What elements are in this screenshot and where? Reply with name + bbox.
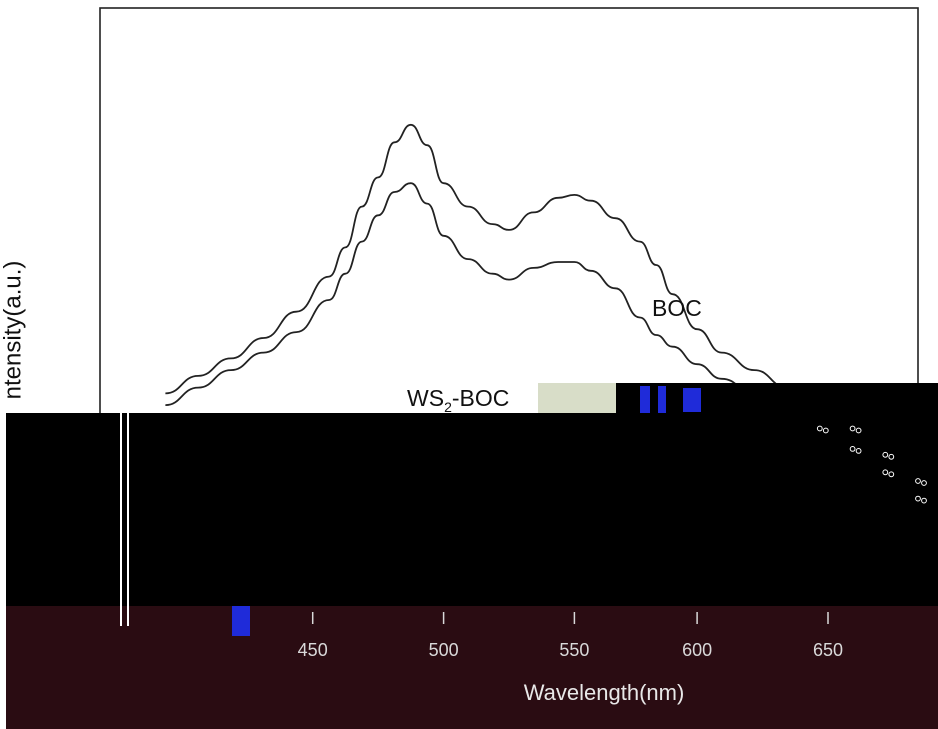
glitch-dot	[882, 451, 889, 458]
x-tick-label: 650	[813, 640, 843, 660]
glitch-dot	[921, 480, 927, 486]
glitch-blue-bar-4	[232, 606, 250, 636]
glitch-dot	[849, 446, 856, 452]
x-tick-label: 600	[682, 640, 712, 660]
glitch-dot-trails	[816, 425, 927, 504]
occlusion-block-top	[615, 383, 938, 418]
glitch-dot	[888, 453, 895, 460]
glitch-dot	[855, 448, 862, 454]
occlusion-block-axis	[6, 606, 938, 729]
glitch-dot	[915, 478, 921, 484]
series-label-ws2-main: WS	[407, 385, 444, 411]
x-tick-label: 450	[298, 640, 328, 660]
glitch-blue-bar-3	[683, 388, 701, 412]
glitch-blue-bar-2	[658, 386, 666, 414]
x-tick-label: 500	[429, 640, 459, 660]
series-label-ws2-sub: 2	[444, 399, 452, 415]
occlusion-block-main	[6, 413, 938, 606]
series-label-boc: BOC	[652, 295, 702, 321]
x-ticks: 450 500 550 600 650	[298, 612, 843, 660]
series-label-ws2-tail: -BOC	[452, 385, 510, 411]
glitch-pale-block	[538, 383, 616, 413]
occlusion-region	[6, 383, 938, 729]
glitch-dot	[816, 425, 823, 432]
glitch-dot	[855, 427, 862, 434]
x-tick-label: 550	[559, 640, 589, 660]
series-label-ws2-boc: WS2-BOC	[407, 385, 509, 415]
x-axis-label: Wavelength(nm)	[524, 680, 685, 705]
glitch-blue-bar-1	[640, 386, 650, 414]
series-line-boc	[165, 123, 919, 482]
glitch-dot	[888, 471, 895, 478]
glitch-dot	[921, 497, 927, 504]
y-axis-label: ntensity(a.u.)	[0, 261, 26, 400]
glitch-dot	[915, 495, 921, 502]
glitch-dot	[849, 425, 856, 432]
glitch-dot	[882, 469, 889, 476]
glitch-dot	[822, 427, 829, 434]
